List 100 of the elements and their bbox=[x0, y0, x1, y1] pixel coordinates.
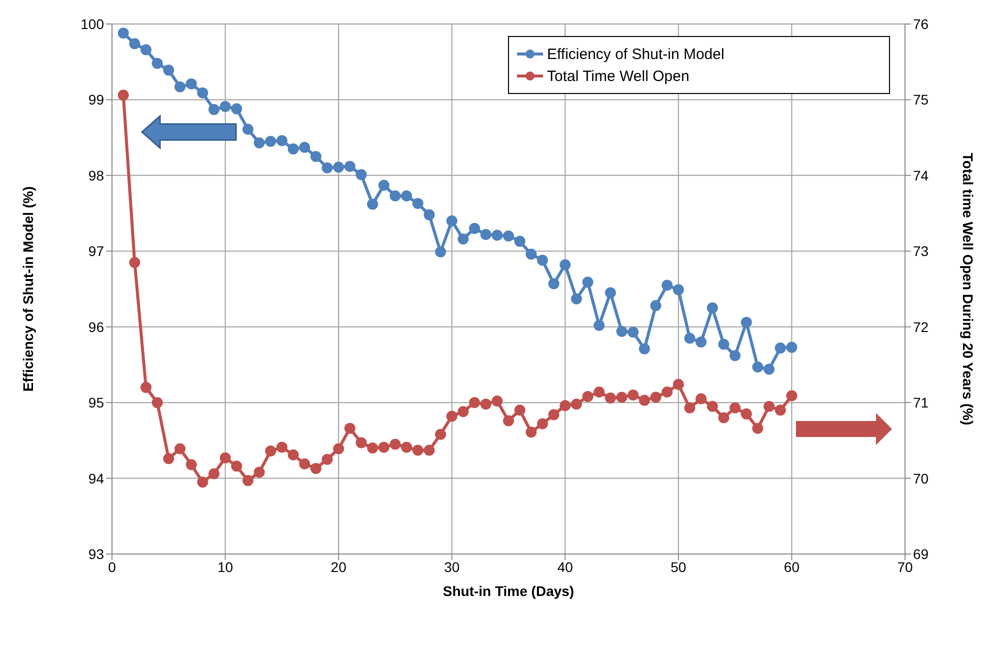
point bbox=[638, 394, 650, 406]
point bbox=[536, 418, 548, 430]
point bbox=[356, 169, 367, 180]
point bbox=[740, 408, 752, 420]
point bbox=[604, 392, 616, 404]
point bbox=[344, 422, 356, 434]
point bbox=[684, 402, 696, 414]
point bbox=[446, 410, 458, 422]
point bbox=[390, 190, 401, 202]
point bbox=[536, 254, 548, 266]
point bbox=[730, 402, 741, 414]
point bbox=[662, 386, 673, 398]
point bbox=[288, 143, 299, 154]
point bbox=[469, 397, 480, 408]
y-tick-label: 96 bbox=[88, 318, 104, 335]
x-tick-label: 70 bbox=[897, 558, 913, 575]
point bbox=[706, 400, 718, 412]
point bbox=[503, 415, 514, 426]
point bbox=[628, 326, 639, 338]
point bbox=[322, 454, 333, 465]
point bbox=[299, 142, 310, 153]
point bbox=[152, 58, 163, 69]
point bbox=[628, 390, 639, 400]
point bbox=[197, 87, 208, 98]
point bbox=[242, 475, 254, 486]
point bbox=[514, 236, 526, 247]
point bbox=[582, 391, 594, 402]
point bbox=[356, 437, 367, 448]
point bbox=[446, 215, 458, 226]
point bbox=[696, 336, 707, 348]
point bbox=[197, 476, 208, 488]
point bbox=[344, 160, 356, 172]
point bbox=[764, 364, 775, 375]
point bbox=[254, 466, 265, 478]
point bbox=[322, 162, 333, 174]
point bbox=[718, 338, 730, 350]
point bbox=[254, 137, 265, 148]
point bbox=[299, 458, 310, 470]
point bbox=[582, 276, 594, 288]
point bbox=[730, 350, 741, 362]
point bbox=[594, 386, 605, 398]
y2-tick-label: 76 bbox=[913, 16, 929, 32]
point bbox=[435, 246, 446, 258]
point bbox=[242, 124, 254, 135]
point bbox=[310, 151, 322, 162]
y-tick-label: 97 bbox=[88, 243, 104, 260]
point bbox=[220, 452, 231, 464]
y-tick-label: 98 bbox=[88, 167, 104, 184]
y2-tick-label: 72 bbox=[913, 318, 929, 335]
point bbox=[310, 462, 322, 474]
point bbox=[594, 320, 605, 331]
y-tick-label: 93 bbox=[88, 546, 104, 562]
point bbox=[129, 38, 140, 50]
point bbox=[774, 342, 786, 354]
point bbox=[367, 198, 378, 210]
point bbox=[378, 180, 390, 191]
point bbox=[140, 382, 152, 393]
point bbox=[786, 390, 798, 402]
point bbox=[288, 449, 299, 460]
y-tick-label: 99 bbox=[88, 92, 104, 108]
x-tick-label: 0 bbox=[108, 558, 116, 575]
point bbox=[174, 443, 186, 454]
point bbox=[480, 228, 492, 240]
point bbox=[186, 78, 197, 90]
y2-tick-label: 70 bbox=[913, 470, 929, 486]
point bbox=[412, 198, 424, 209]
point bbox=[129, 257, 140, 268]
x-tick-label: 20 bbox=[330, 558, 347, 575]
point bbox=[276, 135, 288, 146]
point bbox=[672, 284, 684, 296]
point bbox=[526, 426, 537, 438]
point bbox=[174, 81, 186, 92]
y2-tick-label: 74 bbox=[913, 167, 929, 184]
x-tick-label: 60 bbox=[784, 558, 800, 575]
point bbox=[208, 104, 220, 116]
point bbox=[367, 442, 378, 454]
point bbox=[616, 392, 628, 403]
point bbox=[570, 398, 582, 410]
point bbox=[752, 422, 764, 434]
point bbox=[333, 443, 344, 454]
point bbox=[163, 64, 174, 76]
point bbox=[786, 342, 798, 353]
point bbox=[276, 442, 288, 453]
y-tick-label: 100 bbox=[80, 16, 104, 32]
point bbox=[718, 412, 730, 424]
point bbox=[672, 378, 684, 390]
point bbox=[118, 90, 129, 101]
x-tick-label: 50 bbox=[670, 558, 686, 575]
y2-axis-title: Total time Well Open During 20 Years (%) bbox=[960, 152, 976, 426]
point bbox=[424, 444, 435, 456]
y-tick-label: 95 bbox=[88, 394, 104, 411]
point bbox=[570, 293, 582, 304]
point bbox=[412, 444, 424, 456]
point bbox=[696, 393, 707, 404]
point bbox=[774, 404, 786, 416]
point bbox=[638, 343, 650, 354]
y-axis-title: Efficiency of Shut-in Model (%) bbox=[20, 186, 36, 392]
point bbox=[220, 101, 231, 112]
point bbox=[231, 460, 242, 472]
legend-label: Total Time Well Open bbox=[547, 68, 690, 84]
